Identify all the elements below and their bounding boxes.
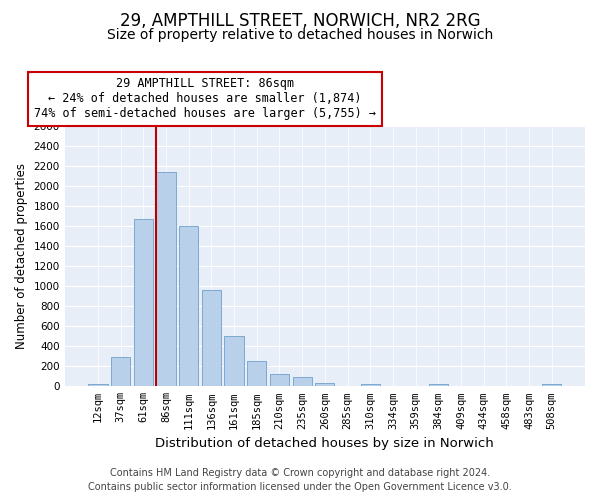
Bar (361, 384, 380, 386)
Bar (293, 377, 312, 386)
Bar (315, 384, 334, 386)
Bar (157, 172, 176, 386)
Bar (428, 384, 448, 386)
Bar (542, 384, 562, 386)
Bar (111, 356, 130, 386)
Bar (202, 290, 221, 386)
Text: 29, AMPTHILL STREET, NORWICH, NR2 2RG: 29, AMPTHILL STREET, NORWICH, NR2 2RG (119, 12, 481, 30)
Bar (247, 361, 266, 386)
Bar (179, 226, 199, 386)
Bar (224, 336, 244, 386)
Text: 29 AMPTHILL STREET: 86sqm
← 24% of detached houses are smaller (1,874)
74% of se: 29 AMPTHILL STREET: 86sqm ← 24% of detac… (34, 78, 376, 120)
Bar (88, 384, 107, 386)
X-axis label: Distribution of detached houses by size in Norwich: Distribution of detached houses by size … (155, 437, 494, 450)
Y-axis label: Number of detached properties: Number of detached properties (15, 163, 28, 349)
Text: Contains HM Land Registry data © Crown copyright and database right 2024.
Contai: Contains HM Land Registry data © Crown c… (88, 468, 512, 492)
Text: Size of property relative to detached houses in Norwich: Size of property relative to detached ho… (107, 28, 493, 42)
Bar (134, 219, 153, 386)
Bar (270, 374, 289, 386)
